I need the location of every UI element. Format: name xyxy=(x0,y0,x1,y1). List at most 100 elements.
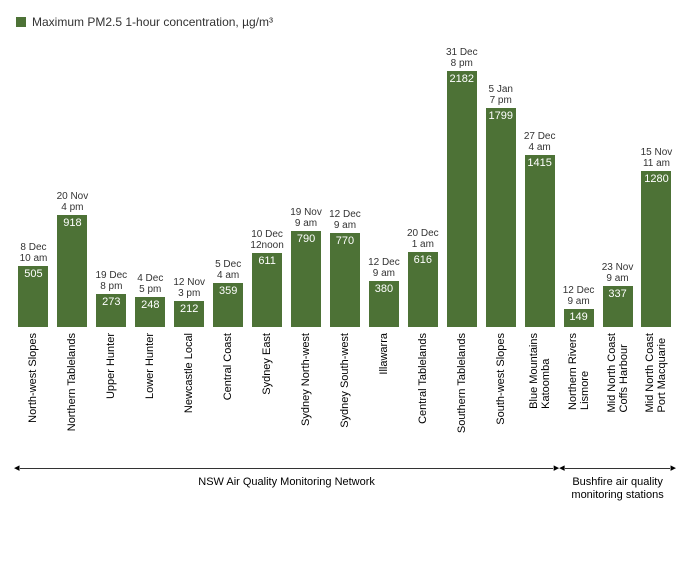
bar-annot-time: 12noon xyxy=(250,240,283,251)
bar-annot-date: 19 Dec xyxy=(96,270,128,281)
x-label-slot: Mid North CoastPort Macquarie xyxy=(637,333,676,458)
x-label: Illawarra xyxy=(378,333,390,375)
group-slot: ◂▸Bushfire air qualitymonitoring station… xyxy=(559,462,676,501)
bar-annot-time: 10 am xyxy=(20,253,48,264)
x-label-slot: Mid North CoastCoffs Harbour xyxy=(598,333,637,458)
bar-annot-date: 5 Jan xyxy=(488,84,512,95)
bar-annotation: 12 Dec9 am xyxy=(368,257,400,279)
bar-rect: 212 xyxy=(174,301,204,327)
bar-annotation: 12 Nov3 pm xyxy=(173,277,205,299)
group-bracket: ◂▸ xyxy=(559,462,676,474)
bar-annot-date: 4 Dec xyxy=(137,273,163,284)
bar-annotation: 15 Nov11 am xyxy=(641,147,673,169)
bar-annot-date: 8 Dec xyxy=(20,242,46,253)
bar-slot: 4 Dec5 pm 248 xyxy=(131,47,170,327)
bar-slot: 5 Jan7 pm1799 xyxy=(481,47,520,327)
x-label: Central Coast xyxy=(222,333,234,400)
bar-rect: 1799 xyxy=(486,108,516,327)
bar-rect: 505 xyxy=(18,266,48,327)
bar-slot: 12 Dec9 am149 xyxy=(559,47,598,327)
x-label-slot: Central Coast xyxy=(209,333,248,458)
arrow-right-icon: ▸ xyxy=(670,462,676,474)
bar-slot: 12 Nov3 pm212 xyxy=(170,47,209,327)
bar-slot: 27 Dec4 am1415 xyxy=(520,47,559,327)
bar-annotation: 31 Dec8 pm xyxy=(446,47,478,69)
bar-annot-date: 12 Nov xyxy=(173,277,205,288)
bar-rect: 248 xyxy=(135,297,165,327)
x-label: Southern Tablelands xyxy=(456,333,468,433)
bar-value: 380 xyxy=(369,283,399,295)
bar-value: 918 xyxy=(57,217,87,229)
bar-slot: 20 Dec1 am 616 xyxy=(403,47,442,327)
bar-rect: 918 xyxy=(57,215,87,327)
bar-slot: 19 Dec8 pm 273 xyxy=(92,47,131,327)
bar-rect: 611 xyxy=(252,253,282,327)
bar-annotation: 12 Dec9 am xyxy=(329,209,361,231)
bar-annot-date: 27 Dec xyxy=(524,131,556,142)
bar-annot-time: 4 am xyxy=(217,270,239,281)
bar-rect: 273 xyxy=(96,294,126,327)
bar-slot: 12 Dec9 am 380 xyxy=(364,47,403,327)
x-label-slot: Central Tablelands xyxy=(403,333,442,458)
bar-rect: 380 xyxy=(369,281,399,327)
bar-value: 1280 xyxy=(641,173,671,185)
bar-annot-date: 12 Dec xyxy=(329,209,361,220)
bar-annotation: 5 Jan7 pm xyxy=(488,84,512,106)
bar-value: 248 xyxy=(135,299,165,311)
x-label: Newcastle Local xyxy=(183,333,195,413)
bar-annot-time: 3 pm xyxy=(178,288,200,299)
bar-rect: 337 xyxy=(603,286,633,327)
bar-slot: 23 Nov9 am337 xyxy=(598,47,637,327)
group-slot: ◂▸NSW Air Quality Monitoring Network xyxy=(14,462,559,501)
group-axis: ◂▸NSW Air Quality Monitoring Network◂▸Bu… xyxy=(10,462,680,501)
x-label-slot: Blue MountainsKatoomba xyxy=(520,333,559,458)
bar-annotation: 4 Dec5 pm xyxy=(137,273,163,295)
bar-annotation: 20 Dec1 am xyxy=(407,228,439,250)
bar-value: 337 xyxy=(603,288,633,300)
bar-annotation: 5 Dec4 am xyxy=(215,259,241,281)
x-label-slot: Newcastle Local xyxy=(170,333,209,458)
x-label-slot: Sydney South-west xyxy=(326,333,365,458)
x-label: Central Tablelands xyxy=(417,333,429,424)
bar-annot-date: 12 Dec xyxy=(563,285,595,296)
bar-annotation: 27 Dec4 am xyxy=(524,131,556,153)
bar-annot-time: 9 am xyxy=(334,220,356,231)
group-label: NSW Air Quality Monitoring Network xyxy=(14,476,559,489)
arrow-left-icon: ◂ xyxy=(559,462,565,474)
bar-annotation: 19 Nov9 am xyxy=(290,207,322,229)
x-label-slot: Illawarra xyxy=(364,333,403,458)
legend-text: Maximum PM2.5 1-hour concentration, µg/m… xyxy=(32,15,273,29)
x-label: Upper Hunter xyxy=(105,333,117,399)
bar-slot: 15 Nov11 am 1280 xyxy=(637,47,676,327)
bar-annot-time: 9 am xyxy=(373,268,395,279)
bar-annotation: 19 Dec8 pm xyxy=(96,270,128,292)
bar-annot-time: 8 pm xyxy=(451,58,473,69)
bar-slot: 20 Nov4 pm 918 xyxy=(53,47,92,327)
bar-chart: 8 Dec10 am50520 Nov4 pm91819 Dec8 pm2734… xyxy=(10,47,680,327)
x-label-slot: North-west Slopes xyxy=(14,333,53,458)
bar-rect: 790 xyxy=(291,231,321,327)
bar-annot-time: 9 am xyxy=(606,273,628,284)
bar-slot: 19 Nov9 am790 xyxy=(287,47,326,327)
x-label: Sydney East xyxy=(261,333,273,395)
x-label-slot: South-west Slopes xyxy=(481,333,520,458)
bar-value: 611 xyxy=(252,255,282,267)
bar-slot: 31 Dec8 pm2182 xyxy=(442,47,481,327)
bar-rect: 770 xyxy=(330,233,360,327)
x-label-slot: Lower Hunter xyxy=(131,333,170,458)
bar-slot: 8 Dec10 am505 xyxy=(14,47,53,327)
bar-annotation: 10 Dec12noon xyxy=(250,229,283,251)
x-label-slot: Northern RiversLismore xyxy=(559,333,598,458)
bar-annot-date: 19 Nov xyxy=(290,207,322,218)
bar-value: 359 xyxy=(213,285,243,297)
bar-value: 616 xyxy=(408,254,438,266)
bar-rect: 1415 xyxy=(525,155,555,327)
bar-annotation: 12 Dec9 am xyxy=(563,285,595,307)
bar-annotation: 20 Nov4 pm xyxy=(57,191,89,213)
bar-value: 273 xyxy=(96,296,126,308)
bar-annot-date: 12 Dec xyxy=(368,257,400,268)
x-label: Sydney North-west xyxy=(300,333,312,426)
bar-annot-time: 4 pm xyxy=(61,202,83,213)
chart-legend: Maximum PM2.5 1-hour concentration, µg/m… xyxy=(16,15,680,29)
bar-annotation: 8 Dec10 am xyxy=(20,242,48,264)
